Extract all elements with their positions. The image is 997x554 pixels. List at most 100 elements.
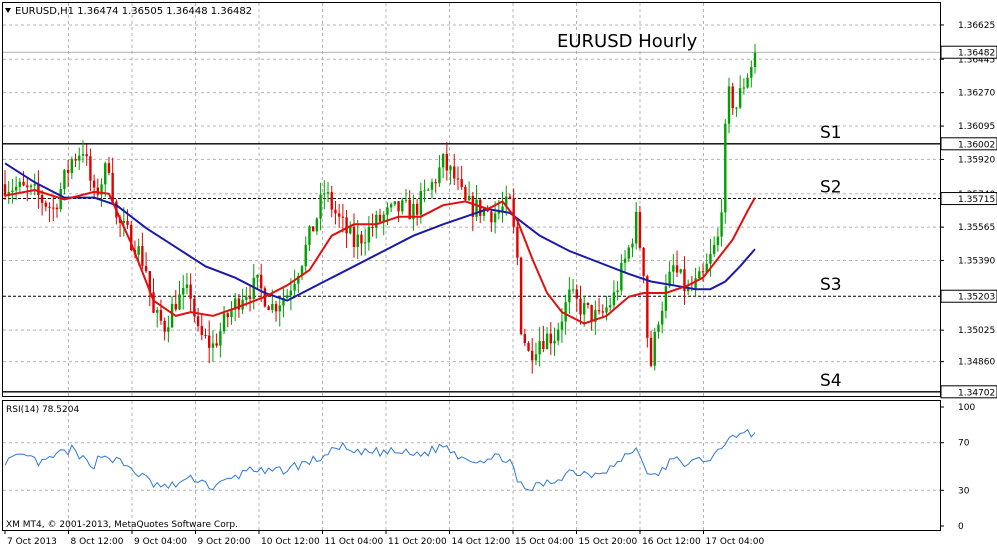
candle-bull	[356, 234, 359, 247]
candle-bull	[427, 189, 430, 191]
candle-bull	[560, 321, 564, 330]
candle-bear	[371, 226, 374, 228]
candle-bull	[709, 253, 712, 264]
copyright: XM MT4, © 2001-2013, MetaQuotes Software…	[6, 520, 238, 530]
candle-bear	[204, 335, 207, 337]
candle-bear	[92, 180, 96, 188]
price-tick-label: 1.34860	[958, 358, 995, 368]
candle-bull	[634, 211, 638, 244]
candle-bull	[289, 290, 293, 296]
candle-bull	[245, 297, 248, 300]
candle-bear	[683, 269, 686, 292]
level-price-box	[940, 385, 997, 399]
candle-bear	[456, 178, 460, 180]
candle-bull	[367, 226, 371, 243]
candle-bear	[126, 220, 129, 225]
candle-bear	[267, 306, 270, 311]
moving-averages	[4, 162, 756, 325]
candle-bear	[152, 292, 155, 313]
candle-bull	[78, 155, 81, 161]
price-grid	[3, 3, 940, 396]
candle-bull	[668, 271, 671, 287]
candle-bear	[575, 289, 578, 299]
time-tick-label: 17 Oct 04:00	[706, 537, 765, 547]
time-axis: 7 Oct 2013 8 Oct 12:00 9 Oct 04:00 9 Oct 20…	[4, 530, 765, 547]
candle-bull	[553, 340, 556, 344]
candle-bull	[612, 292, 616, 306]
ma-fast-line	[4, 188, 756, 325]
candle-bull	[679, 269, 682, 273]
candle-bull	[211, 343, 215, 348]
time-tick-label: 11 Oct 20:00	[388, 537, 447, 547]
candle-bear	[345, 217, 348, 234]
rsi-series	[4, 428, 756, 492]
candle-bull	[33, 184, 36, 186]
candle-bull	[222, 313, 226, 332]
symbol-dropdown-icon[interactable]	[5, 8, 11, 13]
candle-bull	[493, 213, 497, 223]
candle-bear	[453, 166, 456, 179]
candle-bull	[401, 200, 404, 212]
candle-bull	[70, 159, 74, 173]
symbol-info: EURUSD,H1 1.36474 1.36505 1.36448 1.3648…	[15, 6, 252, 17]
candle-bull	[564, 302, 567, 322]
candle-bull	[167, 327, 170, 332]
candle-bull	[271, 303, 274, 311]
candle-bull	[605, 307, 608, 313]
level-price-box	[940, 137, 997, 151]
candle-bear	[646, 276, 649, 338]
price-tick-label: 1.35565	[958, 223, 995, 233]
candle-bear	[311, 226, 315, 232]
candle-bull	[467, 195, 471, 201]
level-price-label: 1.35715	[958, 195, 995, 205]
candle-bull	[315, 218, 319, 232]
candle-bull	[571, 289, 575, 291]
ma-slow-line	[4, 162, 756, 302]
candle-bull	[256, 274, 259, 278]
candle-bull	[623, 258, 627, 263]
price-tick-label: 1.36095	[958, 122, 995, 132]
candle-bear	[579, 298, 582, 315]
candle-bear	[66, 169, 70, 173]
candle-bull	[497, 210, 501, 214]
candle-bear	[341, 216, 345, 218]
candle-bear	[352, 226, 356, 247]
candle-bull	[568, 289, 571, 303]
candle-bear	[523, 334, 527, 344]
candle-bull	[753, 52, 757, 68]
candle-bear	[516, 226, 519, 258]
candle-bear	[215, 343, 218, 346]
time-tick-label: 8 Oct 12:00	[71, 537, 124, 547]
candle-bear	[148, 271, 152, 293]
candle-bull	[583, 302, 586, 315]
candle-bull	[182, 288, 185, 295]
candle-bear	[464, 186, 467, 201]
candle-bull	[545, 333, 549, 349]
candle-bear	[378, 214, 382, 222]
candle-bull	[104, 163, 107, 185]
candle-bull	[308, 226, 311, 245]
candle-bull	[81, 154, 85, 156]
candle-bear	[542, 341, 545, 349]
candle-bear	[89, 156, 92, 181]
candle-bull	[386, 207, 389, 215]
candle-bull	[185, 284, 189, 289]
candle-bear	[479, 199, 482, 216]
candle-bear	[701, 271, 705, 273]
time-tick-label: 7 Oct 2013	[7, 537, 57, 547]
price-tick-label: 1.36270	[958, 89, 995, 99]
candle-bear	[586, 302, 590, 306]
candle-bull	[14, 186, 18, 191]
candle-bear	[107, 163, 111, 173]
time-tick-label: 14 Oct 12:00	[452, 537, 511, 547]
candle-bull	[375, 214, 378, 228]
candle-bear	[111, 172, 114, 202]
time-tick-label: 9 Oct 20:00	[198, 537, 251, 547]
candle-bull	[608, 305, 612, 308]
candle-bull	[727, 86, 731, 124]
candle-bear	[174, 303, 177, 310]
candle-bull	[620, 262, 623, 291]
time-tick-label: 15 Oct 20:00	[579, 537, 638, 547]
